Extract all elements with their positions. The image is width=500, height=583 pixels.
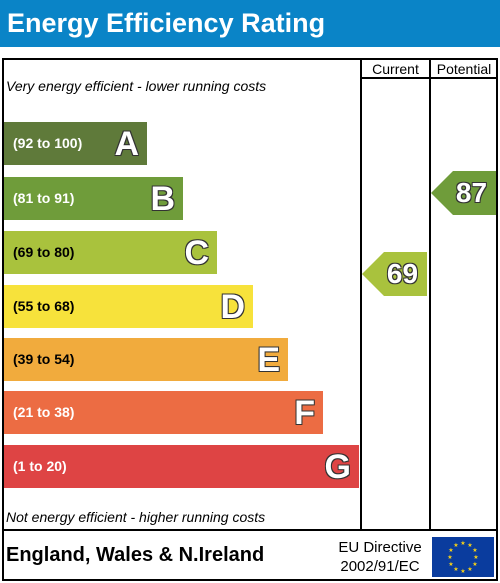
footer-row-line <box>2 529 498 531</box>
svg-text:★: ★ <box>460 540 465 547</box>
directive-line-1: EU Directive <box>338 539 422 556</box>
potential-rating-value: 87 <box>455 177 488 208</box>
svg-text:★: ★ <box>453 566 458 573</box>
band-a: (92 to 100) A <box>4 122 147 165</box>
band-range: (39 to 54) <box>13 351 75 367</box>
header-row-line <box>361 77 497 79</box>
band-letter: G <box>324 448 351 486</box>
band-range: (21 to 38) <box>13 404 75 420</box>
svg-text:★: ★ <box>447 554 452 561</box>
svg-text:★: ★ <box>467 542 472 549</box>
band-letter: D <box>220 288 245 326</box>
divider-potential <box>429 58 431 531</box>
svg-text:★: ★ <box>448 547 453 554</box>
band-c: (69 to 80) C <box>4 231 217 274</box>
page-title: Energy Efficiency Rating <box>0 0 500 47</box>
band-f: (21 to 38) F <box>4 391 323 434</box>
band-range: (69 to 80) <box>13 244 75 260</box>
band-range: (92 to 100) <box>13 135 83 151</box>
top-note: Very energy efficient - lower running co… <box>6 78 267 94</box>
band-b: (81 to 91) B <box>4 177 183 220</box>
band-letter: A <box>114 125 139 163</box>
svg-text:★: ★ <box>472 561 477 568</box>
svg-text:★: ★ <box>453 542 458 549</box>
eu-directive: EU Directive 2002/91/EC <box>334 538 426 576</box>
column-current: Current <box>372 61 419 77</box>
bottom-note: Not energy efficient - higher running co… <box>6 509 266 525</box>
svg-text:★: ★ <box>467 566 472 573</box>
svg-text:★: ★ <box>473 554 478 561</box>
current-rating-value: 69 <box>386 258 419 289</box>
band-range: (81 to 91) <box>13 190 75 206</box>
svg-text:★: ★ <box>472 547 477 554</box>
svg-text:★: ★ <box>460 568 465 575</box>
column-potential: Potential <box>436 61 492 77</box>
band-g: (1 to 20) G <box>4 445 359 488</box>
band-letter: B <box>150 180 175 218</box>
svg-text:★: ★ <box>448 561 453 568</box>
eu-flag-icon: ★ ★ ★ ★ ★ ★ ★ ★ ★ ★ ★ ★ <box>432 537 494 577</box>
rating-frame <box>2 58 498 581</box>
band-range: (55 to 68) <box>13 298 75 314</box>
divider-current <box>360 58 362 531</box>
band-letter: F <box>294 394 315 432</box>
band-letter: E <box>257 341 280 379</box>
band-d: (55 to 68) D <box>4 285 253 328</box>
directive-line-2: 2002/91/EC <box>340 558 420 575</box>
band-letter: C <box>184 234 209 272</box>
region-label: England, Wales & N.Ireland <box>6 544 265 566</box>
band-e: (39 to 54) E <box>4 338 288 381</box>
band-range: (1 to 20) <box>13 458 67 474</box>
